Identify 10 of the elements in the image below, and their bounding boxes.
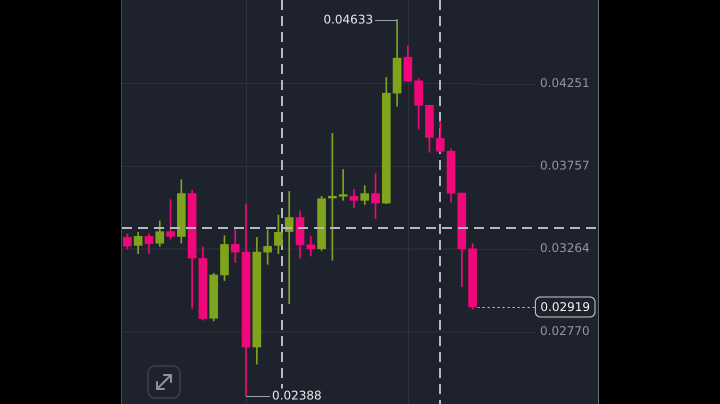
annotation: 0.04633: [323, 12, 374, 27]
candlestick: [350, 188, 358, 208]
ref-line-label: 0.02919: [540, 300, 590, 314]
candlestick: [371, 173, 380, 219]
annotation: 0.02388: [272, 388, 322, 403]
y-tick-label: 0.04251: [540, 76, 590, 90]
y-tick-label: 0.02770: [540, 324, 590, 338]
y-tick-label: 0.03264: [540, 241, 590, 256]
y-tick-label: 0.03757: [540, 158, 590, 173]
candlestick: [166, 199, 175, 240]
